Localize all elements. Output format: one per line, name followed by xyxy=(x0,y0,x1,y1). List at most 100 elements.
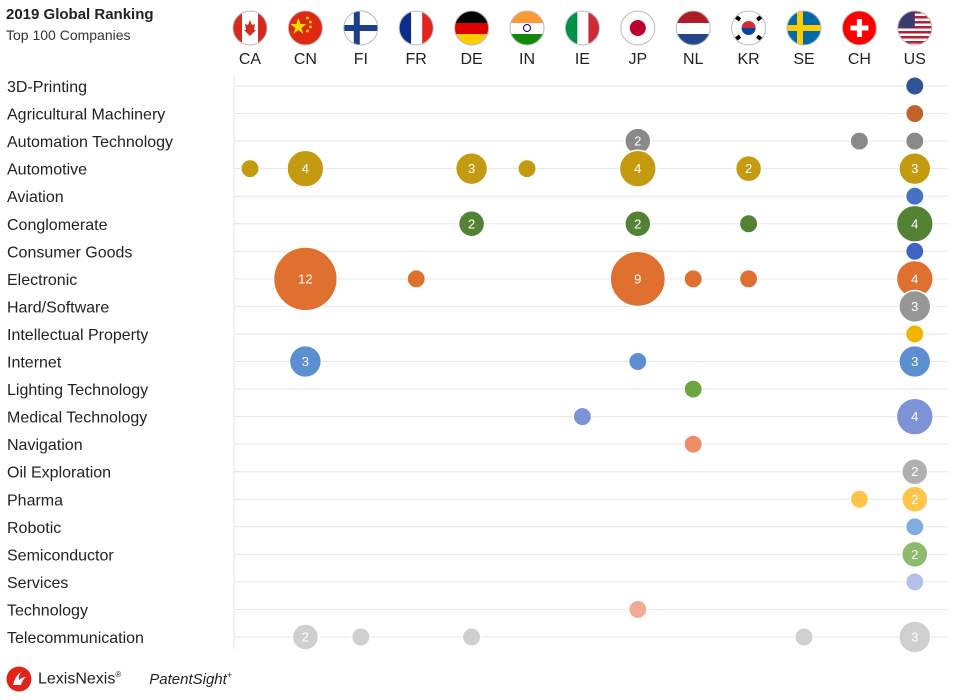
bubbles: 2 4 3 4 2 3 2 2 4 12 9 4 3 3 3 4 2 2 2 2 3 xyxy=(240,76,934,654)
flag-fi-icon xyxy=(343,10,379,46)
bubble xyxy=(609,250,667,308)
bubble xyxy=(898,620,932,654)
flag-it-icon xyxy=(564,10,600,46)
country-label: US xyxy=(904,51,926,68)
category-label: Medical Technology xyxy=(7,410,147,427)
bubble-value-label: 3 xyxy=(911,299,918,314)
country-label: FR xyxy=(406,51,427,68)
category-label: Automation Technology xyxy=(7,134,173,151)
bubble xyxy=(901,540,929,569)
chart-title: 2019 Global Ranking xyxy=(6,6,154,23)
bubble xyxy=(286,149,325,188)
footer-logos: LexisNexis® PatentSight+ xyxy=(6,664,232,694)
bubble-value-label: 4 xyxy=(911,271,918,286)
flag-kr-icon xyxy=(731,10,767,46)
bubble xyxy=(898,289,932,324)
country-label: JP xyxy=(628,51,647,68)
bubble xyxy=(901,485,929,514)
bubble-value-label: 2 xyxy=(468,216,475,231)
category-label: Intellectual Property xyxy=(7,327,148,344)
bubble-value-label: 2 xyxy=(911,492,918,507)
category-label: Oil Exploration xyxy=(7,465,111,482)
bubble xyxy=(904,186,925,207)
bubble-value-label: 2 xyxy=(745,161,752,176)
category-label: Hard/Software xyxy=(7,299,109,316)
bubble xyxy=(849,131,870,152)
bubble xyxy=(898,344,932,379)
country-flags xyxy=(232,10,933,46)
bubble-value-label: 2 xyxy=(634,216,641,231)
country-label: IE xyxy=(575,51,590,68)
bubble xyxy=(240,158,260,179)
bubble-value-label: 12 xyxy=(298,271,312,286)
flag-ca-icon xyxy=(232,10,268,46)
flag-ch-icon xyxy=(841,10,877,46)
bubble xyxy=(272,246,339,312)
category-label: Conglomerate xyxy=(7,217,108,234)
category-label: Pharma xyxy=(7,492,63,509)
bubble xyxy=(683,268,704,289)
bubble-value-label: 3 xyxy=(911,161,918,176)
bubble xyxy=(683,434,704,455)
bubble xyxy=(904,103,925,124)
bubble xyxy=(572,406,593,427)
category-label: Telecommunication xyxy=(7,630,144,647)
bubble xyxy=(738,268,759,289)
patentsight-brand: PatentSight+ xyxy=(149,670,233,688)
flag-jp-icon xyxy=(620,10,656,46)
bubble-value-label: 2 xyxy=(911,547,918,562)
country-label: KR xyxy=(737,51,759,68)
bubble-value-label: 3 xyxy=(911,354,918,369)
bubble xyxy=(849,489,870,510)
category-label: Consumer Goods xyxy=(7,244,132,261)
bubble xyxy=(288,344,323,379)
bubble xyxy=(454,151,489,186)
country-label: NL xyxy=(683,51,704,68)
country-label: CA xyxy=(239,51,262,68)
bubble-value-label: 4 xyxy=(911,409,918,424)
category-label: Navigation xyxy=(7,437,83,454)
bubble xyxy=(904,324,925,344)
bubble xyxy=(406,268,427,289)
category-label: Technology xyxy=(7,602,88,619)
category-label: Electronic xyxy=(7,272,77,289)
bubble xyxy=(624,209,652,238)
flag-de-icon xyxy=(454,10,490,46)
category-label: Agricultural Machinery xyxy=(7,107,165,124)
bubble-value-label: 4 xyxy=(911,216,918,231)
bubble xyxy=(457,209,486,238)
country-label: IN xyxy=(519,51,535,68)
lexisnexis-logo-icon xyxy=(6,666,32,692)
country-label: DE xyxy=(460,51,482,68)
country-labels: CA CN FI FR DE IN IE JP NL KR SE CH US xyxy=(239,51,926,68)
country-label: CH xyxy=(848,51,871,68)
bubble xyxy=(904,131,925,152)
bubble xyxy=(895,397,934,436)
bubble xyxy=(904,76,925,96)
bubble xyxy=(734,154,763,183)
bubble xyxy=(901,457,929,486)
category-label: 3D-Printing xyxy=(7,79,87,96)
bubble-value-label: 2 xyxy=(911,464,918,479)
bubble xyxy=(627,599,648,620)
flag-in-icon xyxy=(509,10,545,46)
flag-nl-icon xyxy=(675,10,711,46)
category-label: Robotic xyxy=(7,520,61,537)
category-label: Automotive xyxy=(7,162,87,179)
bubble-value-label: 4 xyxy=(302,161,309,176)
bubble xyxy=(738,213,759,234)
category-label: Internet xyxy=(7,355,62,372)
bubble xyxy=(898,151,932,186)
flag-cn-icon xyxy=(287,10,323,46)
bubble xyxy=(904,516,925,537)
category-label: Semiconductor xyxy=(7,547,114,564)
bubble-value-label: 2 xyxy=(302,630,309,645)
bubble-value-label: 4 xyxy=(634,161,641,176)
row-gridlines xyxy=(233,76,948,649)
category-label: Aviation xyxy=(7,189,64,206)
bubble xyxy=(683,379,704,399)
bubble xyxy=(904,241,925,262)
country-label: SE xyxy=(793,51,814,68)
flag-us-icon xyxy=(897,10,933,46)
